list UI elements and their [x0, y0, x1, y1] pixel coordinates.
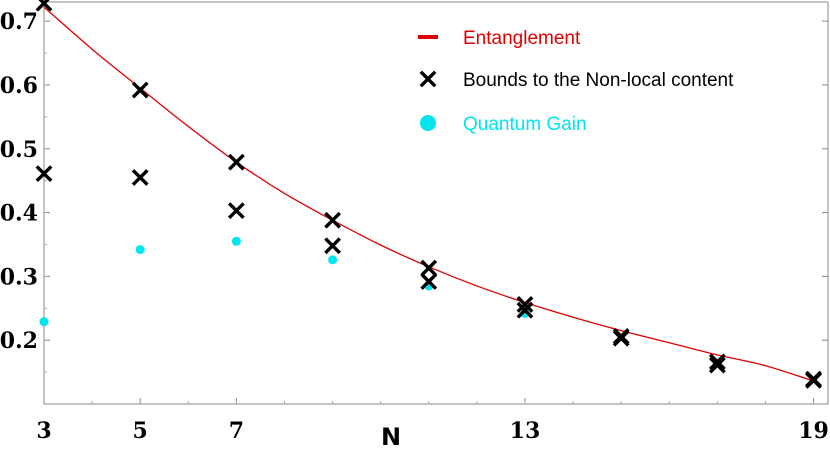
bound-point [420, 273, 438, 290]
quantum-gain-point [231, 236, 241, 246]
y-tick-label: 0.6 [0, 73, 38, 99]
x-ticks: 3 5 7 13 19 [36, 398, 829, 444]
bound-point [805, 371, 822, 389]
bound-point [612, 329, 630, 347]
bound-point [131, 81, 149, 99]
quantum-gain-point [39, 317, 49, 327]
bound-point [420, 259, 438, 277]
legend-label: Bounds to the Non-local content [463, 70, 734, 91]
y-tick-label: 0.5 [0, 137, 38, 163]
y-ticks: 0.2 0.3 0.4 0.5 0.6 0.7 [0, 9, 828, 373]
bound-point [324, 211, 341, 229]
bound-point [324, 237, 341, 255]
axes [43, 1, 829, 405]
bound-point [227, 202, 245, 220]
legend-label: Entanglement [463, 28, 581, 49]
x-tick-label: 7 [229, 418, 244, 444]
bound-point [35, 165, 53, 183]
bound-point [35, 0, 53, 12]
quantum-gain-point [328, 255, 338, 265]
x-tick-label: 13 [510, 418, 541, 444]
bound-point [227, 153, 245, 171]
bound-point [708, 356, 726, 374]
y-tick-label: 0.4 [0, 201, 38, 227]
x-axis-label: N [381, 423, 401, 450]
bound-point [131, 169, 149, 186]
bound-point [708, 353, 726, 371]
x-tick-label: 3 [36, 418, 51, 444]
entanglement-curve [43, 6, 814, 382]
series-line [43, 6, 814, 382]
y-tick-label: 0.3 [0, 264, 38, 290]
y-tick-label: 0.2 [0, 328, 38, 354]
series-marker-dot [39, 236, 530, 327]
legend-label: Quantum Gain [463, 114, 587, 135]
series-layer [35, 0, 822, 389]
legend-swatch-quantum-gain [420, 115, 436, 131]
x-tick-label: 5 [133, 418, 148, 444]
quantum-gain-point [135, 245, 145, 255]
y-tick-label: 0.7 [0, 9, 38, 35]
x-tick-label: 19 [798, 418, 829, 444]
legend: Entanglement Bounds to the Non-local cont… [418, 28, 734, 135]
bound-point [516, 301, 534, 319]
series-bounds [35, 0, 822, 389]
legend-swatch-bounds [419, 70, 437, 88]
